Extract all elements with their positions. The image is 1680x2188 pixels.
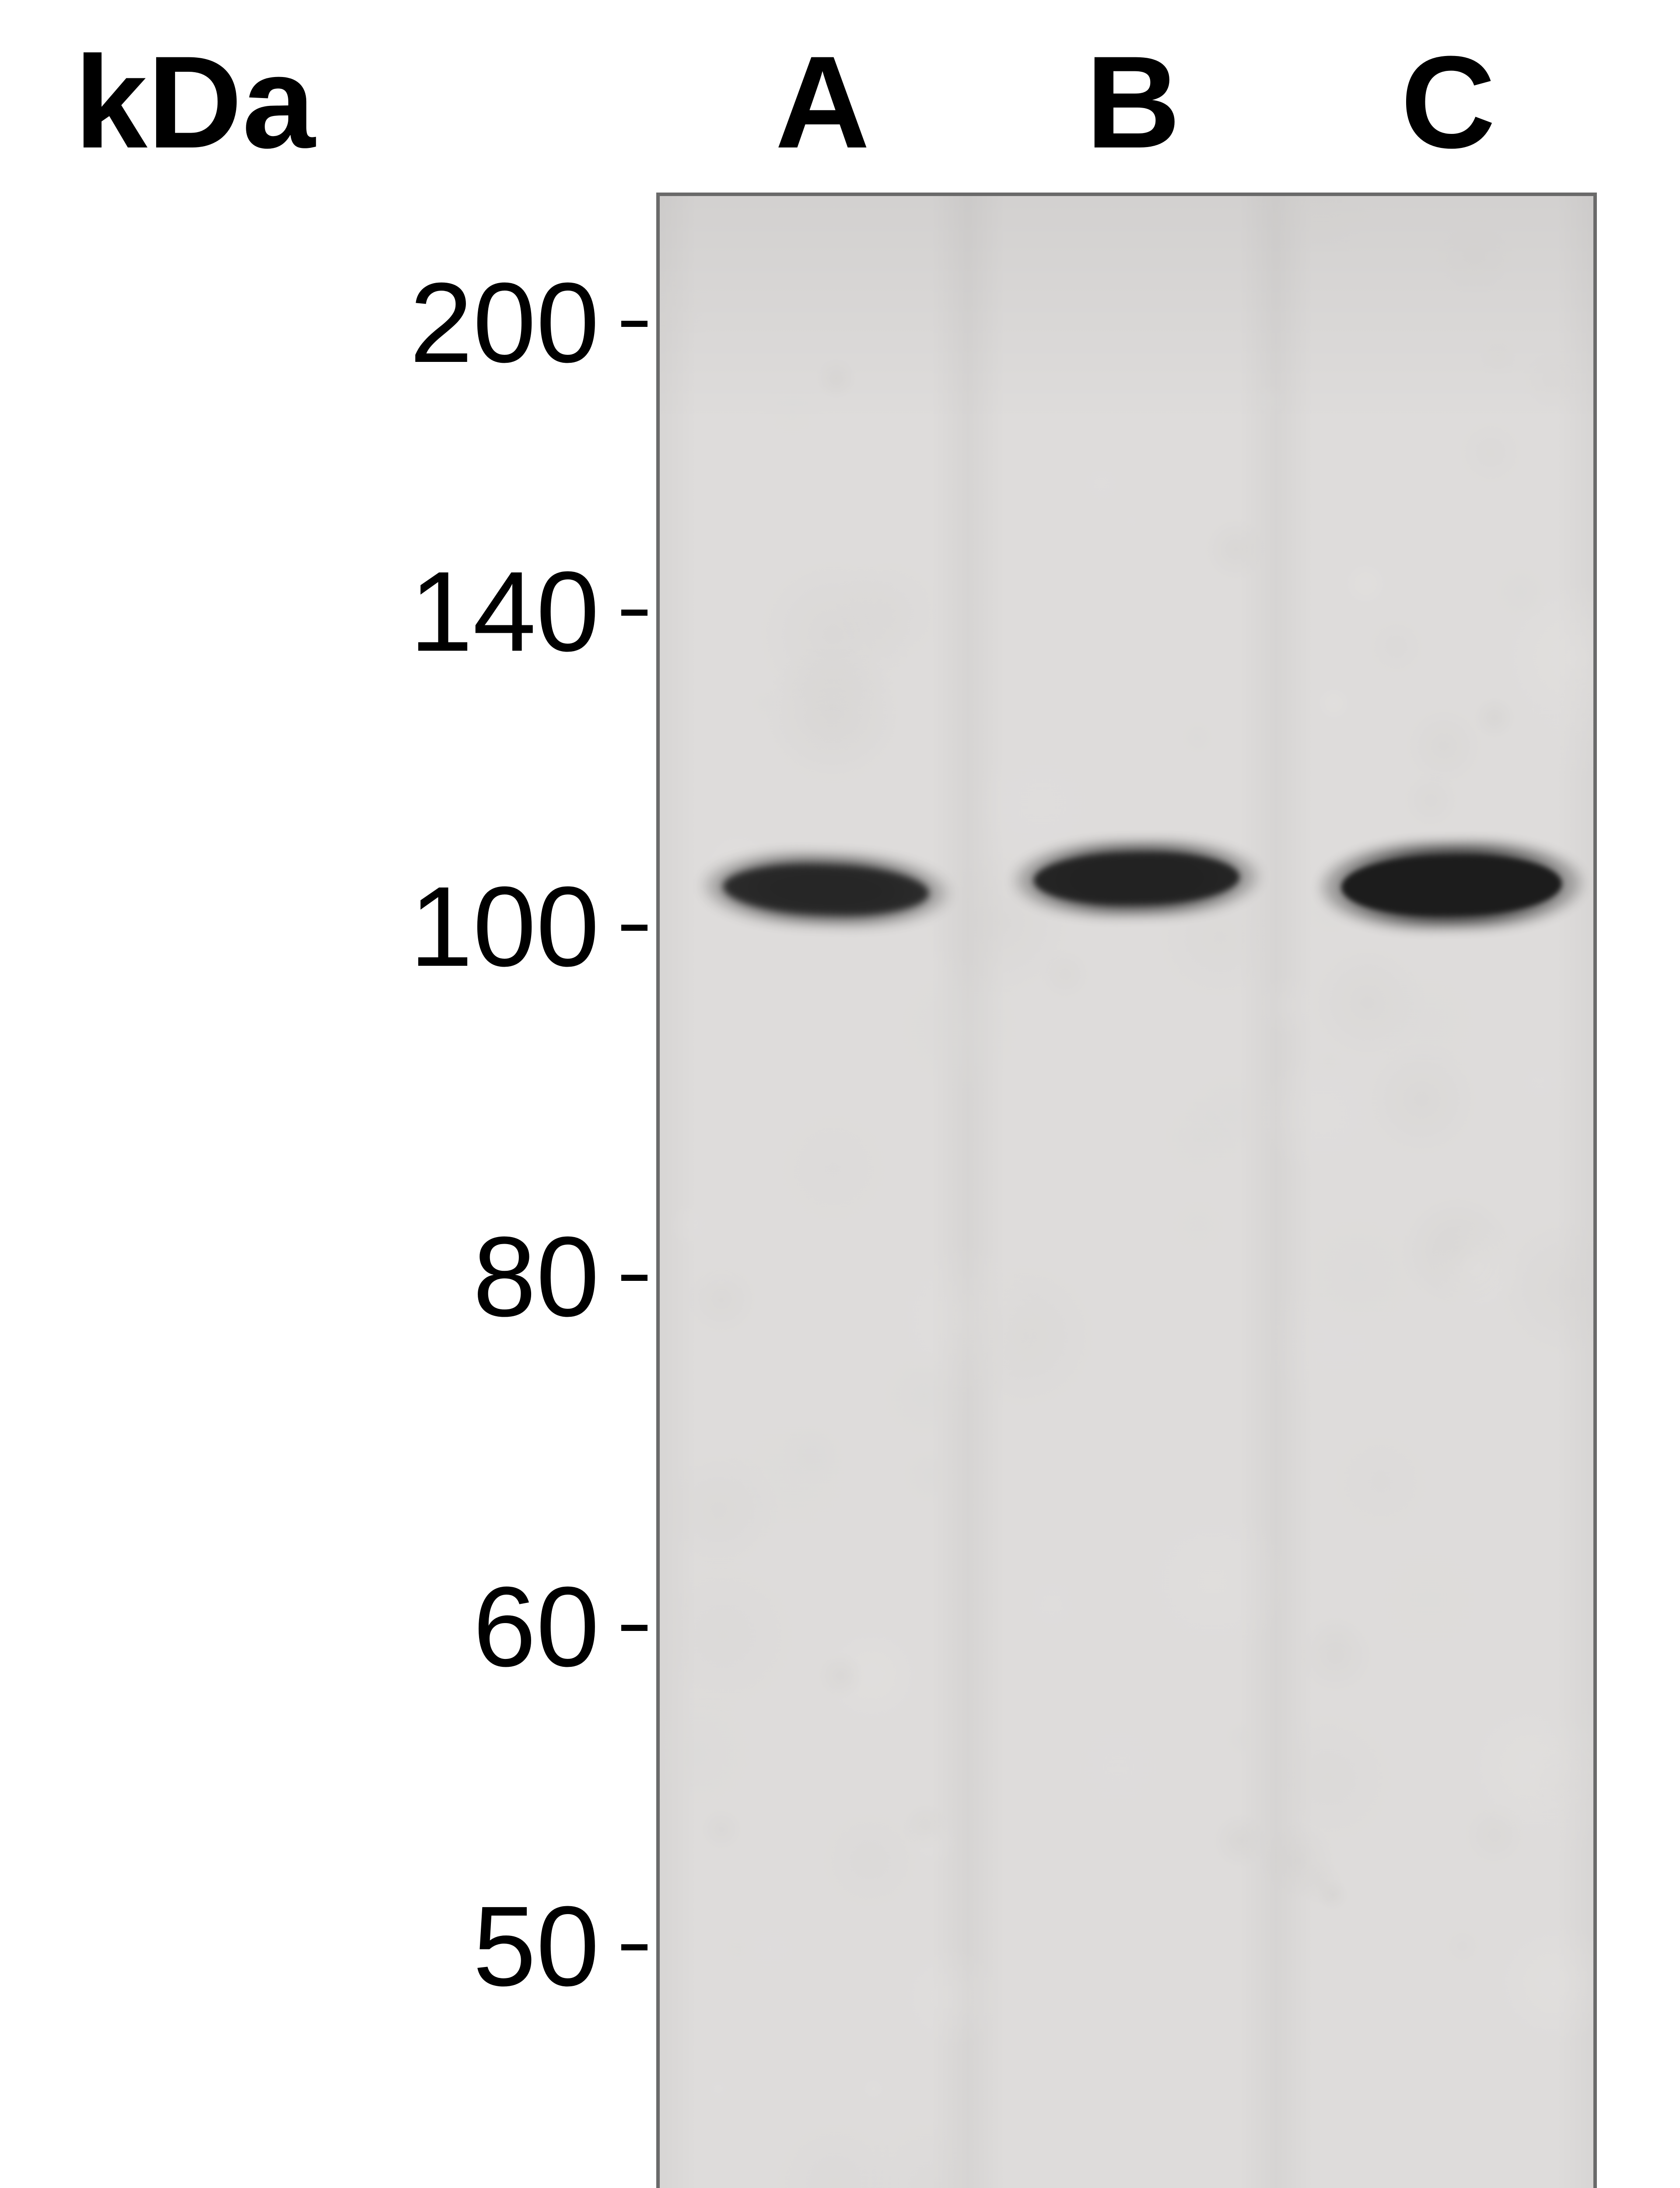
ladder-tick-80 <box>621 1275 648 1281</box>
figure-container: kDa ABC 200140100806050403020 <box>0 0 1680 2188</box>
ladder-tick-100 <box>621 925 648 931</box>
ladder-tick-60 <box>621 1625 648 1631</box>
ladder-label-60: 60 <box>293 1562 599 1693</box>
ladder-tick-50 <box>621 1944 648 1950</box>
ladder-label-100: 100 <box>293 862 599 992</box>
ladder-label-140: 140 <box>293 547 599 677</box>
lane-label-a: A <box>770 26 875 178</box>
ladder-label-50: 50 <box>293 1881 599 2012</box>
blot-background <box>660 196 1593 2188</box>
kda-axis-label: kDa <box>74 26 315 178</box>
ladder-tick-140 <box>621 610 648 616</box>
lane-label-c: C <box>1396 26 1501 178</box>
blot-frame <box>656 193 1597 2188</box>
ladder-label-200: 200 <box>293 258 599 389</box>
ladder-label-80: 80 <box>293 1212 599 1343</box>
lane-label-b: B <box>1081 26 1186 178</box>
ladder-tick-200 <box>621 321 648 327</box>
